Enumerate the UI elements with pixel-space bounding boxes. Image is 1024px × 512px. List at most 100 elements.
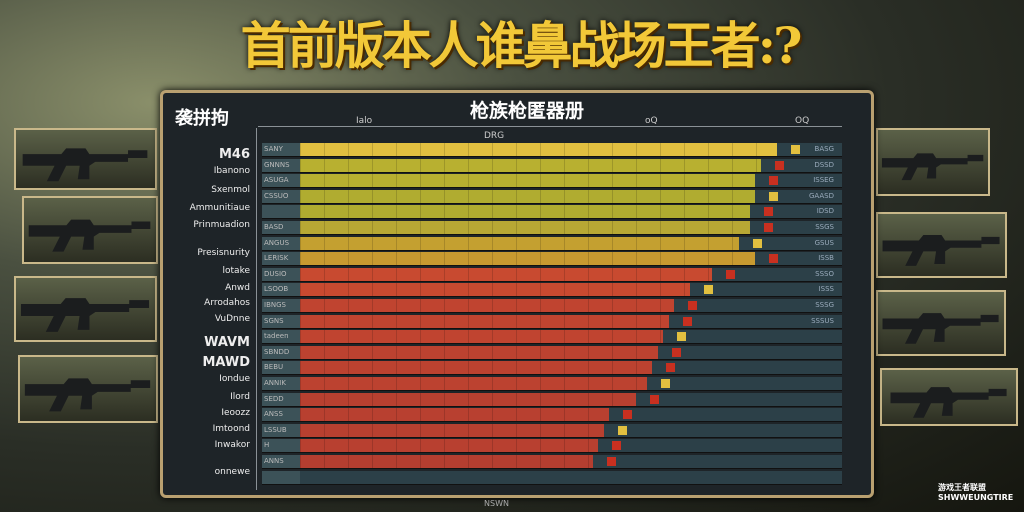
row-cell: LSSUB (262, 423, 300, 437)
status-marker (660, 379, 670, 388)
stat-bar (300, 377, 647, 390)
assault-rifle-icon (14, 128, 157, 190)
row-cell: SGNS (262, 314, 300, 328)
row-cell: ANGUS (262, 236, 300, 250)
value-cell: DSSD (814, 160, 834, 169)
table-row: ANSS (262, 408, 842, 423)
axis-line (256, 128, 257, 490)
table-row: IBNGS SSSG (262, 299, 842, 313)
status-marker (606, 457, 616, 466)
value-cell: IDSD (816, 207, 834, 216)
status-marker (753, 238, 763, 248)
table-row: ASUGA ISSEG (262, 174, 842, 189)
status-marker (666, 363, 676, 373)
value-cell: ISSB (818, 254, 834, 263)
page-title: 首前版本人谁鼻战场王者:? (240, 16, 803, 75)
status-marker (687, 301, 697, 310)
row-cell: SANY (262, 143, 300, 156)
status-marker (677, 332, 687, 342)
row-cell: BASD (262, 221, 300, 234)
table-row (262, 470, 842, 485)
table-row: CSSUO GAASD (262, 189, 842, 204)
sniper-rifle-icon (880, 368, 1018, 426)
value-cell: SSSO (815, 269, 834, 278)
stat-bar (300, 158, 761, 172)
panel-subtitle: 枪族枪匿器册 (470, 100, 585, 122)
top-axis (258, 126, 842, 127)
axis-label: oQ (645, 116, 658, 126)
table-row: LSOOB ISSS (262, 283, 842, 298)
footer-label: NSWN (484, 499, 509, 508)
rifle-hand-icon (876, 128, 990, 196)
row-cell: IBNGS (262, 299, 300, 312)
status-marker (769, 191, 779, 201)
row-label: Ilord (230, 392, 250, 402)
row-label: onnewe (214, 467, 250, 477)
status-marker (650, 394, 660, 404)
status-marker (704, 285, 714, 295)
row-cell (262, 470, 300, 484)
row-label: Prinmuadion (193, 220, 250, 230)
row-label: MAWD (202, 356, 250, 370)
stat-bar (300, 143, 777, 156)
row-label: VuDnne (214, 314, 250, 324)
row-cell (262, 205, 300, 219)
stat-bar (300, 267, 712, 281)
table-row: SANY BASG (262, 143, 842, 157)
row-cell: CSSUO (262, 189, 300, 203)
table-row: ANNS (262, 455, 842, 469)
rifle-ground-icon (18, 355, 158, 423)
watermark-line: SHWWEUNGTIRE (938, 493, 1014, 502)
row-label: Ammunitiaue (189, 203, 250, 213)
row-cell: SBNDD (262, 345, 300, 359)
row-label: WAVM (204, 336, 250, 350)
stat-bar (300, 361, 653, 375)
row-label: Inwakor (214, 440, 250, 450)
status-marker (671, 347, 681, 357)
stat-bar (300, 252, 756, 266)
stat-bar (300, 299, 674, 312)
row-label: Ieoozz (221, 408, 250, 418)
status-marker (769, 176, 779, 186)
status-marker (790, 145, 800, 154)
row-label: M46 (218, 148, 250, 162)
row-label: Sxenmol (211, 185, 250, 195)
rifle-stock-icon (876, 290, 1006, 356)
stat-bar (300, 345, 658, 359)
stat-bar (300, 189, 756, 203)
value-cell: BASG (814, 145, 834, 153)
table-row: SEDD (262, 392, 842, 407)
status-marker (725, 269, 735, 279)
status-marker (622, 410, 632, 420)
status-marker (769, 254, 779, 264)
stat-bar (300, 330, 664, 344)
row-label: Arrodahos (204, 298, 250, 308)
row-label: Imtoond (212, 424, 250, 434)
row-label: Anwd (225, 283, 250, 293)
value-cell: GAASD (808, 191, 834, 200)
table-row: LERISK ISSB (262, 252, 842, 267)
row-label: Presisnurity (197, 248, 250, 258)
row-label: Iondue (219, 374, 250, 384)
row-cell: GNNNS (262, 158, 300, 172)
smg-icon (14, 276, 157, 342)
value-cell: SSSG (815, 301, 834, 309)
value-cell: SSGS (815, 223, 834, 231)
stat-bar (300, 314, 669, 328)
value-cell: SSSUS (811, 316, 834, 325)
stat-bar (300, 205, 750, 219)
table-row: ANNIK (262, 377, 842, 391)
stat-bar (300, 174, 756, 188)
axis-label: Ialo (356, 116, 373, 126)
row-cell: ANNIK (262, 377, 300, 390)
row-cell: ANNS (262, 455, 300, 468)
table-row: BASD SSGS (262, 221, 842, 235)
stat-bar (300, 236, 740, 250)
row-cell: DUSIO (262, 267, 300, 281)
table-row: DUSIO SSSO (262, 267, 842, 282)
row-cell: ASUGA (262, 174, 300, 188)
value-cell: ISSEG (813, 176, 834, 185)
status-marker (612, 441, 622, 451)
row-cell: tadeen (262, 330, 300, 344)
row-cell: ANSS (262, 408, 300, 422)
